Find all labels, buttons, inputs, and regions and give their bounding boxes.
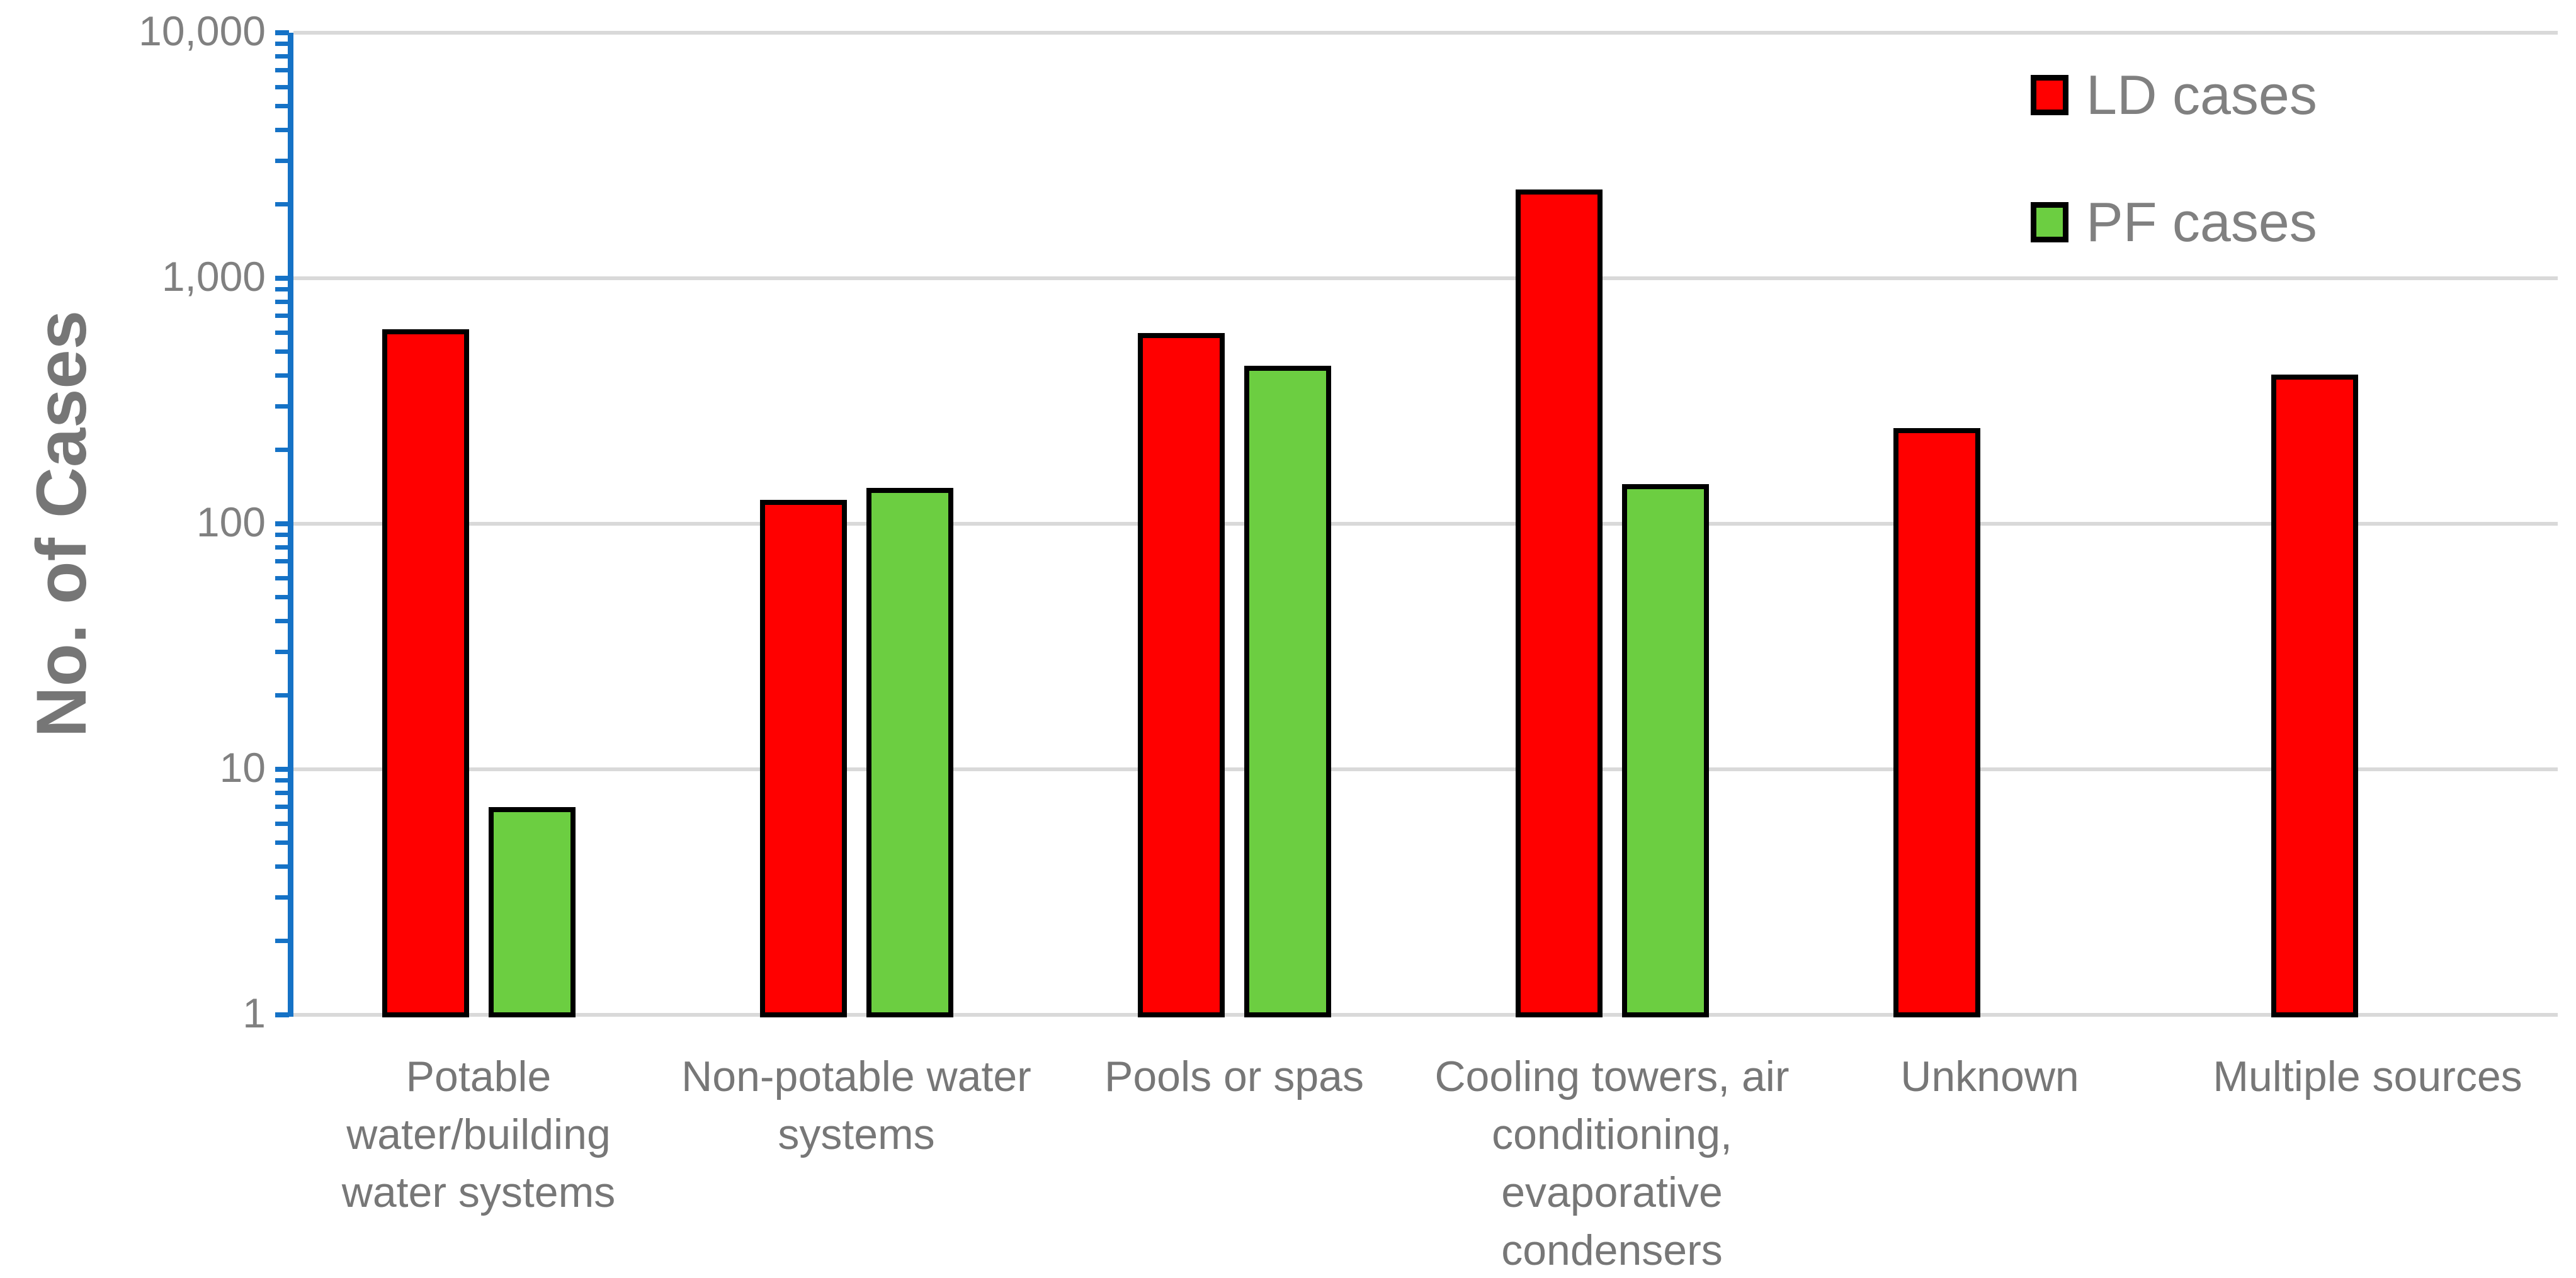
y-axis-minor-tick xyxy=(275,68,289,73)
y-axis-minor-tick xyxy=(275,201,289,206)
y-axis-major-tick xyxy=(275,521,289,526)
bar-ld-3 xyxy=(1138,332,1225,1017)
bar-pf-3 xyxy=(1244,366,1331,1017)
legend-item-pf-cases: PF cases xyxy=(2031,190,2317,254)
y-tick-label: 10 xyxy=(219,744,266,791)
y-axis-minor-tick xyxy=(275,84,289,89)
y-axis-minor-tick xyxy=(275,330,289,335)
legend-item-ld-cases: LD cases xyxy=(2031,63,2317,127)
gridline xyxy=(293,1013,2558,1017)
y-axis-minor-tick xyxy=(275,649,289,654)
y-axis-minor-tick xyxy=(275,840,289,845)
bar-pf-2 xyxy=(866,488,953,1017)
y-axis-minor-tick xyxy=(275,575,289,580)
y-axis-minor-tick xyxy=(275,532,289,537)
gridline xyxy=(293,767,2558,771)
y-axis-minor-tick xyxy=(275,559,289,564)
gridline xyxy=(293,276,2558,280)
y-axis-major-tick xyxy=(275,1012,289,1017)
y-axis-minor-tick xyxy=(275,299,289,304)
y-axis-line xyxy=(288,33,293,1017)
x-category-label: Cooling towers, air conditioning, evapor… xyxy=(1434,1053,1790,1274)
y-tick-label: 10,000 xyxy=(139,7,266,54)
y-axis-major-tick xyxy=(275,767,289,772)
y-axis-minor-tick xyxy=(275,545,289,550)
y-axis-major-tick xyxy=(275,30,289,35)
bar-pf-1 xyxy=(489,807,576,1017)
y-axis-minor-tick xyxy=(275,619,289,624)
bar-ld-5 xyxy=(1893,428,1980,1017)
y-axis-minor-tick xyxy=(275,41,289,46)
y-axis-minor-tick xyxy=(275,790,289,795)
y-axis-minor-tick xyxy=(275,447,289,452)
bar-ld-1 xyxy=(382,329,469,1017)
bar-ld-4 xyxy=(1516,189,1603,1017)
y-axis-minor-tick xyxy=(275,595,289,600)
x-category-label: Non-potable water systems xyxy=(681,1053,1031,1158)
legend: LD cases PF cases xyxy=(2031,63,2317,254)
x-category-label: Pools or spas xyxy=(1104,1053,1364,1100)
y-tick-label: 1 xyxy=(242,989,266,1036)
y-axis-minor-tick xyxy=(275,314,289,319)
bar-ld-2 xyxy=(760,500,847,1017)
y-axis-major-tick xyxy=(275,276,289,281)
legend-swatch-ld-icon xyxy=(2031,75,2068,115)
gridline xyxy=(293,522,2558,526)
bar-ld-6 xyxy=(2271,375,2358,1017)
y-axis-minor-tick xyxy=(275,864,289,869)
y-axis-minor-tick xyxy=(275,373,289,378)
y-axis-minor-tick xyxy=(275,286,289,291)
y-tick-label: 100 xyxy=(196,498,266,545)
y-axis-minor-tick xyxy=(275,821,289,826)
y-axis-minor-tick xyxy=(275,158,289,163)
x-category-label: Unknown xyxy=(1900,1053,2079,1100)
y-axis-minor-tick xyxy=(275,104,289,109)
x-category-label: Multiple sources xyxy=(2213,1053,2522,1100)
gridline xyxy=(293,31,2558,35)
y-axis-minor-tick xyxy=(275,693,289,698)
y-axis-minor-tick xyxy=(275,805,289,810)
y-tick-label: 1,000 xyxy=(161,252,266,300)
bar-pf-4 xyxy=(1622,484,1709,1017)
x-category-label: Potable water/building water systems xyxy=(341,1053,616,1216)
y-axis-minor-tick xyxy=(275,938,289,943)
y-axis-minor-tick xyxy=(275,895,289,900)
y-axis-minor-tick xyxy=(275,778,289,783)
legend-swatch-pf-icon xyxy=(2031,202,2068,242)
y-axis-minor-tick xyxy=(275,54,289,59)
y-axis-minor-tick xyxy=(275,404,289,409)
y-axis-minor-tick xyxy=(275,349,289,354)
legend-label-ld: LD cases xyxy=(2086,64,2317,126)
legend-label-pf: PF cases xyxy=(2086,191,2317,253)
y-axis-minor-tick xyxy=(275,128,289,133)
